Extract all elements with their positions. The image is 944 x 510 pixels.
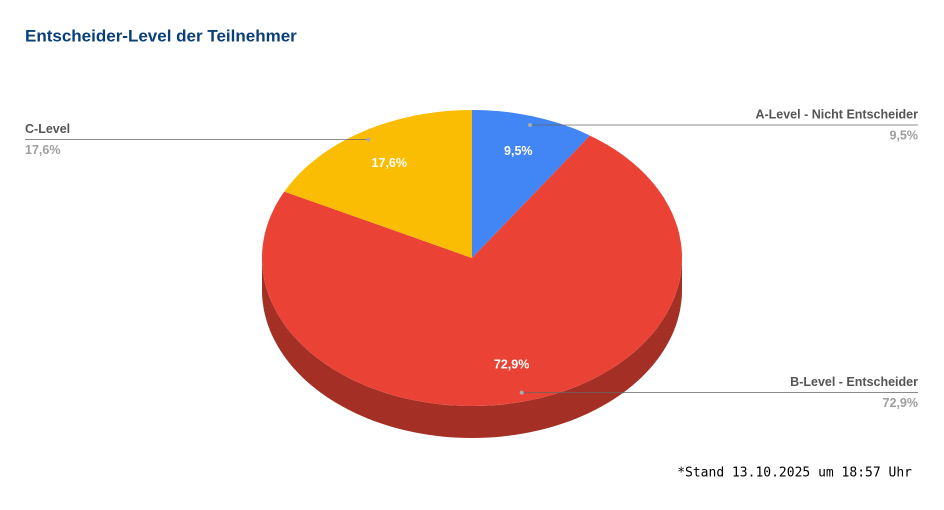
slice-label: 9,5% [504, 144, 533, 158]
legend-label: C-Level [25, 122, 70, 136]
slice [472, 110, 590, 258]
callout-dot [519, 390, 524, 395]
slice [262, 135, 682, 406]
footnote: *Stand 13.10.2025 um 18:57 Uhr [677, 466, 912, 481]
legend-label: B-Level - Entscheider [790, 375, 918, 389]
legend-value: 17,6% [25, 143, 60, 157]
slice-label: 72,9% [494, 358, 529, 372]
slice [284, 110, 472, 258]
callout-dot [528, 123, 533, 128]
chart-title: Entscheider-Level der Teilnehmer [25, 26, 297, 45]
legend-value: 72,9% [883, 396, 918, 410]
callout-dot [366, 137, 371, 142]
legend-value: 9,5% [890, 128, 919, 142]
slice-label: 17,6% [372, 156, 407, 170]
legend-label: A-Level - Nicht Entscheider [755, 107, 918, 121]
